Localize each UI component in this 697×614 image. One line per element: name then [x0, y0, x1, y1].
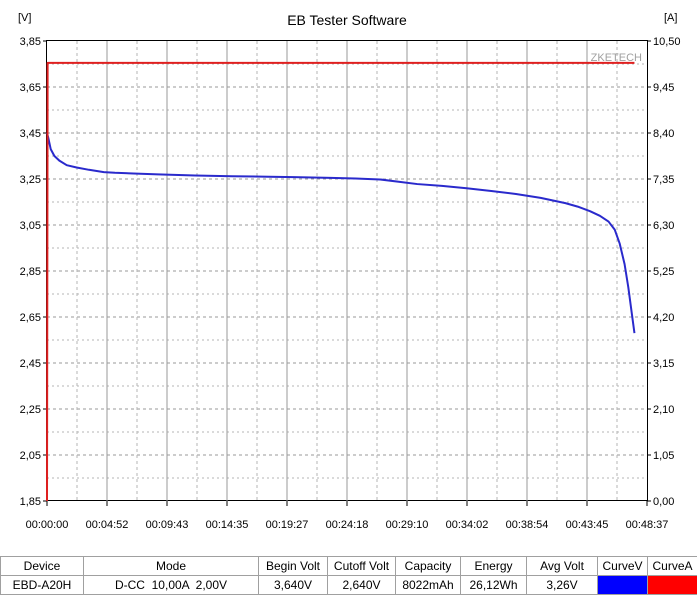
x-tick-label: 00:34:02	[446, 519, 489, 531]
grid-lines	[47, 41, 647, 501]
current-series-line	[46, 61, 635, 502]
x-tick-label: 00:29:10	[386, 519, 429, 531]
left-tick-label: 2,45	[20, 358, 41, 370]
discharge-chart: EB Tester Software [V] [A] 3,853,653,453…	[18, 12, 681, 531]
voltage-series-line	[46, 132, 636, 334]
watermark-text: ZKETECH	[591, 52, 642, 64]
left-axis-unit: [V]	[18, 12, 31, 24]
x-tick-label: 00:14:35	[206, 519, 249, 531]
right-tick-label: 3,15	[653, 358, 674, 370]
cell-begin-volt: 3,640V	[258, 575, 328, 595]
left-tick-label: 3,65	[20, 82, 41, 94]
left-tick-label: 3,05	[20, 220, 41, 232]
right-axis-ticks: 10,50 9,45 8,40 7,35 6,30 5,25 4,20 3,15 2,10 1,0…	[647, 36, 681, 508]
left-tick-label: 3,25	[20, 174, 41, 186]
right-tick-label: 10,50	[653, 36, 681, 48]
right-tick-label: 7,35	[653, 174, 674, 186]
x-tick-label: 00:43:45	[566, 519, 609, 531]
cell-device: EBD-A20H	[0, 575, 84, 595]
header-begin-volt: Begin Volt	[258, 556, 328, 576]
header-avg-volt: Avg Volt	[526, 556, 598, 576]
x-tick-label: 00:04:52	[86, 519, 129, 531]
cell-cutoff-volt: 2,640V	[327, 575, 396, 595]
left-tick-label: 2,25	[20, 404, 41, 416]
left-axis-ticks: 3,85 3,65 3,45 3,25 3,05 2,85 2,65 2,45 2,25 2,05…	[20, 36, 47, 508]
right-tick-label: 4,20	[653, 312, 674, 324]
left-tick-label: 1,85	[20, 496, 41, 508]
right-tick-label: 6,30	[653, 220, 674, 232]
cell-avg-volt: 3,26V	[526, 575, 598, 595]
header-mode: Mode	[83, 556, 259, 576]
cell-mode: D-CC 10,00A 2,00V	[83, 575, 259, 595]
chart-title: EB Tester Software	[287, 12, 407, 28]
right-tick-label: 1,05	[653, 450, 674, 462]
x-tick-label: 00:48:37	[626, 519, 669, 531]
right-tick-label: 2,10	[653, 404, 674, 416]
series-lines	[46, 61, 636, 502]
right-tick-label: 5,25	[653, 266, 674, 278]
header-capacity: Capacity	[395, 556, 461, 576]
header-energy: Energy	[460, 556, 527, 576]
right-tick-label: 8,40	[653, 128, 674, 140]
x-tick-label: 00:09:43	[146, 519, 189, 531]
left-tick-label: 2,05	[20, 450, 41, 462]
x-tick-label: 00:24:18	[326, 519, 369, 531]
curve-a-color-swatch[interactable]	[647, 575, 697, 595]
x-tick-label: 00:00:00	[26, 519, 69, 531]
left-tick-label: 3,45	[20, 128, 41, 140]
cell-energy: 26,12Wh	[460, 575, 527, 595]
right-axis-unit: [A]	[664, 12, 677, 24]
table-row[interactable]: EBD-A20H D-CC 10,00A 2,00V 3,640V 2,640V…	[0, 575, 697, 595]
left-tick-label: 3,85	[20, 36, 41, 48]
x-tick-label: 00:38:54	[506, 519, 549, 531]
x-axis-ticks: 00:00:00 00:04:52 00:09:43 00:14:35 00:19:27…	[26, 501, 669, 531]
header-curve-v: CurveV	[597, 556, 648, 576]
x-tick-label: 00:19:27	[266, 519, 309, 531]
left-tick-label: 2,65	[20, 312, 41, 324]
results-table: Device Mode Begin Volt Cutoff Volt Capac…	[0, 556, 697, 595]
header-device: Device	[0, 556, 84, 576]
right-tick-label: 9,45	[653, 82, 674, 94]
header-cutoff-volt: Cutoff Volt	[327, 556, 396, 576]
right-tick-label: 0,00	[653, 496, 674, 508]
cell-capacity: 8022mAh	[395, 575, 461, 595]
left-tick-label: 2,85	[20, 266, 41, 278]
table-header-row: Device Mode Begin Volt Cutoff Volt Capac…	[0, 556, 697, 576]
header-curve-a: CurveA	[647, 556, 697, 576]
curve-v-color-swatch[interactable]	[597, 575, 648, 595]
